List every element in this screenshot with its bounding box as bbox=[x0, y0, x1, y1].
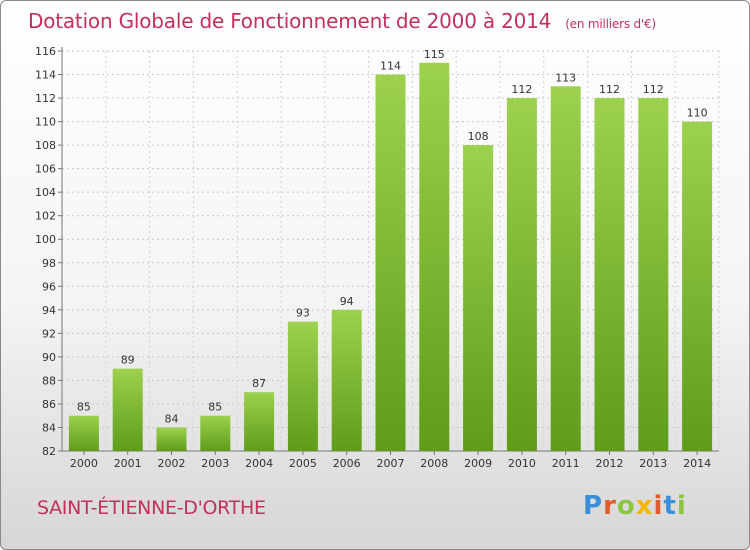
bar-value-label: 112 bbox=[599, 83, 620, 96]
bar bbox=[287, 321, 318, 451]
x-tick-label: 2000 bbox=[70, 457, 98, 470]
chart-title: Dotation Globale de Fonctionnement de 20… bbox=[28, 9, 656, 33]
bar bbox=[156, 427, 187, 451]
bar-value-label: 108 bbox=[468, 130, 489, 143]
y-tick-label: 94 bbox=[42, 304, 56, 317]
bar bbox=[112, 368, 143, 451]
x-tick-label: 2001 bbox=[114, 457, 142, 470]
y-tick-label: 112 bbox=[35, 92, 56, 105]
x-tick-label: 2004 bbox=[245, 457, 273, 470]
bar-value-label: 115 bbox=[424, 48, 445, 61]
x-tick-label: 2011 bbox=[552, 457, 580, 470]
chart-title-text: Dotation Globale de Fonctionnement de 20… bbox=[28, 9, 552, 33]
bar bbox=[244, 392, 275, 451]
data-labels: 85 89 84 85 87 93 94 114 115 108 112 113 112 112 110 bbox=[77, 48, 708, 426]
bar bbox=[419, 62, 450, 451]
bar-value-label: 113 bbox=[555, 71, 576, 84]
x-tick-label: 2013 bbox=[639, 457, 667, 470]
y-tick-label: 84 bbox=[42, 421, 56, 434]
y-tick-label: 104 bbox=[35, 186, 56, 199]
x-tick-label: 2002 bbox=[158, 457, 186, 470]
y-tick-label: 100 bbox=[35, 233, 56, 246]
bar-value-label: 87 bbox=[252, 377, 266, 390]
bar-value-label: 110 bbox=[687, 107, 708, 120]
logo-letter: o bbox=[616, 491, 636, 521]
bar bbox=[550, 86, 581, 451]
bar bbox=[463, 145, 494, 451]
y-tick-label: 90 bbox=[42, 351, 56, 364]
x-tick-label: 2010 bbox=[508, 457, 536, 470]
bar-value-label: 85 bbox=[77, 401, 91, 414]
x-tick-label: 2006 bbox=[333, 457, 361, 470]
y-tick-label: 116 bbox=[35, 45, 56, 58]
bar-value-label: 85 bbox=[208, 401, 222, 414]
chart-subtitle: (en milliers d'€) bbox=[565, 17, 656, 31]
bar bbox=[594, 98, 625, 451]
logo-letter: i bbox=[653, 491, 664, 521]
x-tick-label: 2008 bbox=[420, 457, 448, 470]
commune-name: SAINT-ÉTIENNE-D'ORTHE bbox=[37, 497, 266, 519]
bar-value-label: 89 bbox=[121, 354, 135, 367]
bar-value-label: 84 bbox=[165, 412, 179, 425]
bar bbox=[506, 98, 537, 451]
logo-letter: P bbox=[583, 491, 604, 521]
bar bbox=[638, 98, 669, 451]
y-tick-label: 106 bbox=[35, 163, 56, 176]
x-tick-label: 2005 bbox=[289, 457, 317, 470]
y-tick-label: 108 bbox=[35, 139, 56, 152]
bar bbox=[200, 415, 231, 451]
bar-value-label: 112 bbox=[643, 83, 664, 96]
x-tick-label: 2012 bbox=[596, 457, 624, 470]
bar-value-label: 114 bbox=[380, 60, 401, 73]
bar-value-label: 93 bbox=[296, 307, 310, 320]
logo-letter: i bbox=[676, 491, 687, 521]
x-tick-label: 2014 bbox=[683, 457, 711, 470]
x-tick-label: 2009 bbox=[464, 457, 492, 470]
x-tick-label: 2007 bbox=[377, 457, 405, 470]
y-tick-label: 88 bbox=[42, 374, 56, 387]
y-tick-label: 96 bbox=[42, 280, 56, 293]
y-tick-label: 98 bbox=[42, 257, 56, 270]
bar bbox=[375, 74, 406, 451]
bar bbox=[331, 309, 362, 451]
bar-value-label: 94 bbox=[340, 295, 354, 308]
y-tick-label: 114 bbox=[35, 69, 56, 82]
bar bbox=[682, 121, 713, 452]
bars bbox=[68, 62, 713, 452]
y-tick-label: 92 bbox=[42, 327, 56, 340]
y-tick-label: 102 bbox=[35, 210, 56, 223]
x-tick-label: 2003 bbox=[201, 457, 229, 470]
y-tick-label: 86 bbox=[42, 398, 56, 411]
logo-letter: r bbox=[603, 491, 617, 521]
logo-letter: x bbox=[635, 491, 654, 521]
bar-value-label: 112 bbox=[511, 83, 532, 96]
y-tick-label: 82 bbox=[42, 445, 56, 458]
logo-letter: t bbox=[663, 491, 677, 521]
y-tick-label: 110 bbox=[35, 116, 56, 129]
proxiti-logo[interactable]: Proxiti bbox=[583, 491, 687, 521]
bar bbox=[68, 415, 99, 451]
